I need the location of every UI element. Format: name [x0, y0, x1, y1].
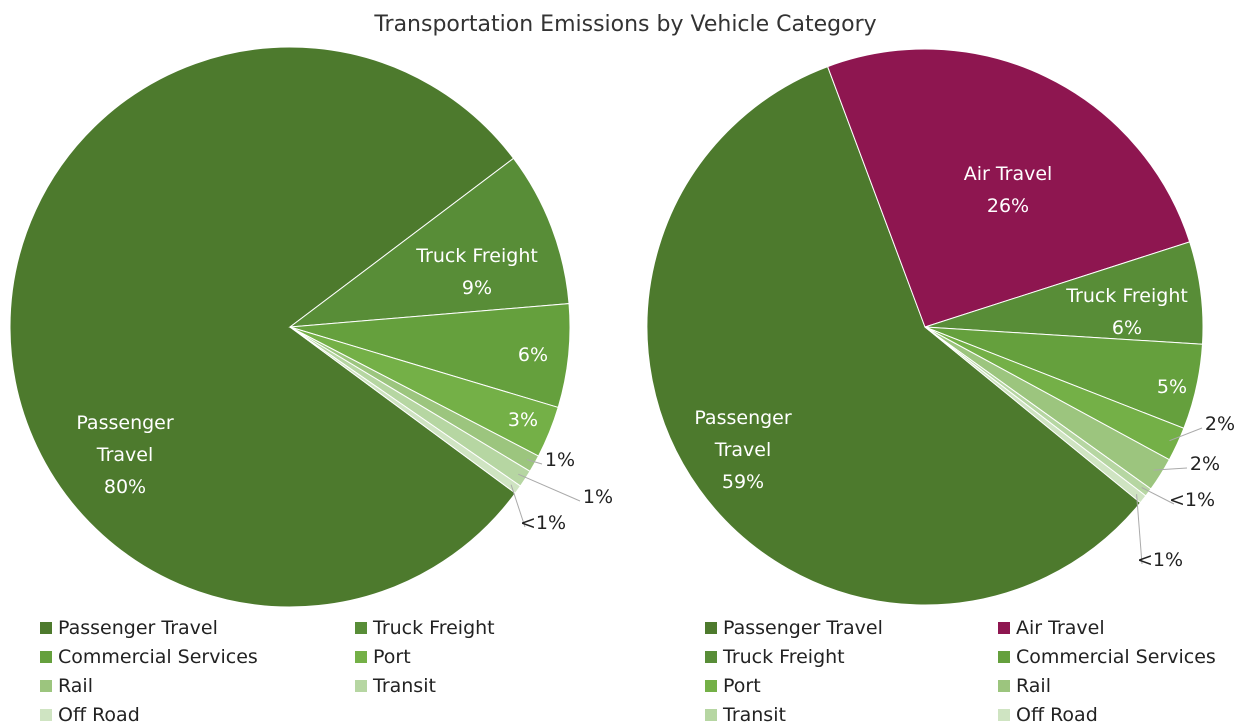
- legend-swatch: [40, 622, 52, 634]
- legend-swatch: [705, 622, 717, 634]
- slice-label: Air Travel 26%: [964, 158, 1053, 222]
- slice-value: 9%: [461, 277, 493, 299]
- legend-swatch: [998, 651, 1010, 663]
- legend-swatch: [998, 622, 1010, 634]
- pie-slice: [289, 326, 522, 494]
- slice-name: Passenger Travel: [694, 407, 792, 461]
- slice-label: Passenger Travel 80%: [65, 407, 185, 503]
- legend-swatch: [355, 622, 367, 634]
- slice-name: Air Travel: [963, 163, 1053, 185]
- legend-item: Truck Freight: [355, 617, 495, 639]
- legend-swatch: [998, 709, 1010, 721]
- legend-item: Transit: [705, 704, 786, 726]
- slice-label: Truck Freight 9%: [416, 240, 538, 304]
- slice-label: <1%: [1169, 484, 1215, 516]
- slice-value: <1%: [519, 512, 567, 534]
- legend-swatch: [40, 680, 52, 692]
- legend-label: Commercial Services: [58, 646, 258, 668]
- legend-label: Transit: [723, 704, 786, 726]
- legend-label: Port: [373, 646, 411, 668]
- pie-slice: [924, 326, 1147, 504]
- slice-value: 2%: [1189, 453, 1221, 475]
- legend-item: Commercial Services: [40, 646, 258, 668]
- legend-item: Off Road: [998, 704, 1098, 726]
- legend-label: Off Road: [58, 704, 140, 726]
- leader-line: [1169, 427, 1203, 442]
- chart-title: Transportation Emissions by Vehicle Cate…: [374, 12, 877, 37]
- slice-label: 2%: [1205, 408, 1235, 440]
- slice-label: 3%: [508, 404, 538, 436]
- legend-item: Port: [705, 675, 761, 697]
- slice-value: <1%: [1168, 489, 1216, 511]
- slice-value: 26%: [986, 195, 1030, 217]
- slice-label: <1%: [520, 507, 566, 539]
- legend-label: Passenger Travel: [58, 617, 218, 639]
- leader-line: [1136, 494, 1143, 565]
- slice-label: 2%: [1190, 448, 1220, 480]
- slice-label: 1%: [583, 481, 613, 513]
- legend-label: Port: [723, 675, 761, 697]
- leader-line: [510, 484, 526, 528]
- slice-value: 1%: [544, 449, 576, 471]
- legend-label: Rail: [1016, 675, 1051, 697]
- legend-item: Truck Freight: [705, 646, 845, 668]
- legend-label: Rail: [58, 675, 93, 697]
- slice-value: <1%: [1136, 549, 1184, 571]
- legend-item: Rail: [998, 675, 1051, 697]
- slice-label: 1%: [545, 444, 575, 476]
- leader-line: [518, 473, 581, 502]
- slice-label: 6%: [518, 339, 548, 371]
- legend-swatch: [355, 680, 367, 692]
- legend-item: Transit: [355, 675, 436, 697]
- legend-swatch: [998, 680, 1010, 692]
- slice-value: 80%: [103, 476, 147, 498]
- legend-item: Rail: [40, 675, 93, 697]
- pie-slice: [288, 157, 570, 328]
- slice-label: <1%: [1137, 544, 1183, 576]
- slice-value: 6%: [517, 344, 549, 366]
- legend-label: Truck Freight: [723, 646, 845, 668]
- pie-slice: [9, 46, 517, 608]
- leader-line: [1141, 487, 1175, 505]
- legend-label: Passenger Travel: [723, 617, 883, 639]
- pie-slice: [826, 48, 1191, 328]
- slice-name: Passenger Travel: [76, 412, 174, 466]
- legend-label: Transit: [373, 675, 436, 697]
- legend-label: Air Travel: [1016, 617, 1105, 639]
- slice-name: Truck Freight: [1066, 285, 1188, 307]
- legend-item: Passenger Travel: [40, 617, 218, 639]
- leader-line: [1153, 467, 1188, 471]
- legend-item: Air Travel: [998, 617, 1105, 639]
- slice-value: 3%: [507, 409, 539, 431]
- slice-name: Truck Freight: [416, 245, 538, 267]
- legend-item: Port: [355, 646, 411, 668]
- legend-label: Off Road: [1016, 704, 1098, 726]
- slice-value: 5%: [1156, 376, 1188, 398]
- legend-swatch: [705, 709, 717, 721]
- slice-value: 6%: [1111, 317, 1143, 339]
- legend-swatch: [40, 651, 52, 663]
- legend-swatch: [705, 680, 717, 692]
- pie-slice: [646, 65, 1142, 606]
- legend-label: Commercial Services: [1016, 646, 1216, 668]
- leader-line: [526, 459, 543, 465]
- legend-swatch: [40, 709, 52, 721]
- legend-item: Commercial Services: [998, 646, 1216, 668]
- legend-item: Off Road: [40, 704, 140, 726]
- slice-value: 1%: [582, 486, 614, 508]
- legend-swatch: [705, 651, 717, 663]
- slice-label: Truck Freight 6%: [1066, 280, 1188, 344]
- legend-item: Passenger Travel: [705, 617, 883, 639]
- legend-swatch: [355, 651, 367, 663]
- slice-value: 59%: [721, 471, 765, 493]
- legend-label: Truck Freight: [373, 617, 495, 639]
- slice-label: 5%: [1157, 371, 1187, 403]
- slice-label: Passenger Travel 59%: [683, 402, 803, 498]
- slice-value: 2%: [1204, 413, 1236, 435]
